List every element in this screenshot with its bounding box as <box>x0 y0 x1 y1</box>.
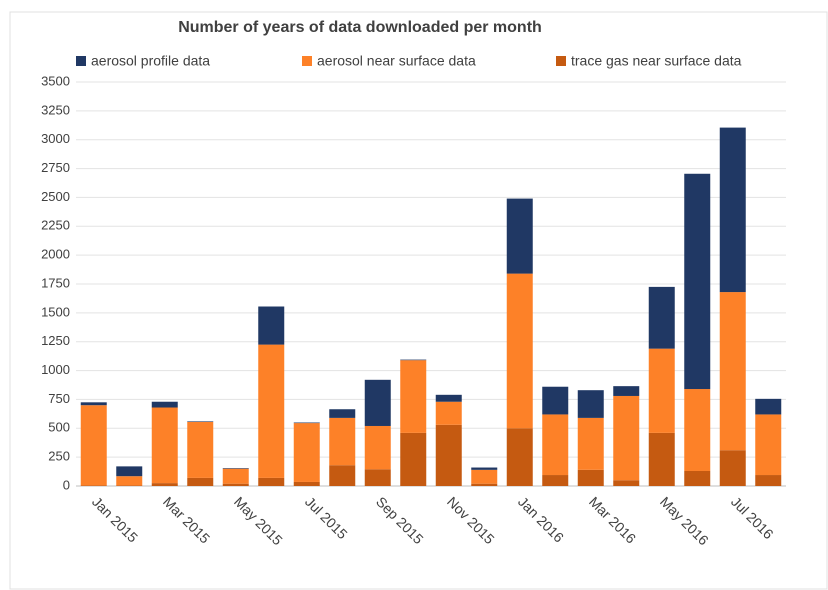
bar-segment <box>577 469 604 486</box>
bar-segment <box>577 390 604 418</box>
y-tick-label: 3000 <box>41 131 70 146</box>
bar-segment <box>116 485 143 486</box>
bar-segment <box>329 465 356 486</box>
bar-segment <box>187 477 214 486</box>
y-tick-label: 500 <box>48 420 70 435</box>
bar-segment <box>222 468 249 469</box>
bar-segment <box>258 477 285 486</box>
bar-segment <box>80 405 107 486</box>
bar-segment <box>684 470 711 486</box>
bar-segment <box>329 409 356 418</box>
bar-segment <box>435 424 462 486</box>
bar-segment <box>400 359 427 361</box>
bar-segment <box>293 423 320 482</box>
bar-segment <box>648 348 675 433</box>
legend-label: aerosol near surface data <box>317 53 476 69</box>
bar-segment <box>400 432 427 486</box>
bar-segment <box>258 344 285 478</box>
y-tick-label: 2250 <box>41 218 70 233</box>
legend-label: trace gas near surface data <box>571 53 742 69</box>
bar-segment <box>116 476 143 486</box>
y-tick-label: 0 <box>63 477 70 492</box>
y-tick-label: 1250 <box>41 333 70 348</box>
bar-segment <box>435 394 462 402</box>
bar-segment <box>506 273 533 429</box>
bar-segment <box>755 414 782 476</box>
y-tick-label: 3500 <box>41 73 70 88</box>
bar-segment <box>719 292 746 451</box>
bar-segment <box>293 422 320 424</box>
bar-segment <box>187 421 214 478</box>
legend-label: aerosol profile data <box>91 53 210 69</box>
bar-segment <box>151 483 178 486</box>
y-tick-label: 1000 <box>41 362 70 377</box>
bar-segment <box>719 127 746 293</box>
bar-segment <box>542 386 569 415</box>
y-tick-label: 3250 <box>41 102 70 117</box>
bar-segment <box>542 414 569 476</box>
bar-segment <box>222 468 249 484</box>
bar-segment <box>364 425 391 470</box>
bar-segment <box>471 483 498 486</box>
bar-segment <box>613 386 640 396</box>
bar-segment <box>719 450 746 486</box>
legend-swatch <box>302 56 312 66</box>
bar-segment <box>258 306 285 345</box>
bar-segment <box>684 173 711 390</box>
bar-segment <box>648 432 675 486</box>
y-tick-label: 2500 <box>41 189 70 204</box>
y-tick-label: 1750 <box>41 275 70 290</box>
bar-segment <box>542 475 569 486</box>
bar-segment <box>506 198 533 274</box>
bar-segment <box>613 395 640 481</box>
chart-title: Number of years of data downloaded per m… <box>178 19 542 36</box>
bar-segment <box>471 469 498 484</box>
bar-segment <box>151 401 178 408</box>
bar-segment <box>187 421 214 422</box>
bar-segment <box>648 286 675 349</box>
bar-segment <box>577 417 604 470</box>
legend-swatch <box>76 56 86 66</box>
bar-segment <box>684 389 711 471</box>
bar-segment <box>755 475 782 486</box>
bar-segment <box>400 360 427 433</box>
y-tick-label: 750 <box>48 391 70 406</box>
bar-segment <box>293 481 320 486</box>
bar-segment <box>80 485 107 486</box>
bar-segment <box>471 467 498 470</box>
bar-segment <box>506 428 533 486</box>
legend-swatch <box>556 56 566 66</box>
bar-segment <box>613 480 640 486</box>
y-tick-label: 2000 <box>41 247 70 262</box>
bar-segment <box>755 398 782 415</box>
bar-segment <box>435 401 462 425</box>
bar-segment <box>151 407 178 484</box>
y-tick-label: 1500 <box>41 304 70 319</box>
bar-segment <box>80 402 107 406</box>
y-tick-label: 250 <box>48 449 70 464</box>
bar-segment <box>222 483 249 486</box>
bar-segment <box>364 469 391 486</box>
bar-segment <box>329 417 356 466</box>
y-tick-label: 2750 <box>41 160 70 175</box>
bar-segment <box>116 466 143 477</box>
bar-segment <box>364 379 391 426</box>
